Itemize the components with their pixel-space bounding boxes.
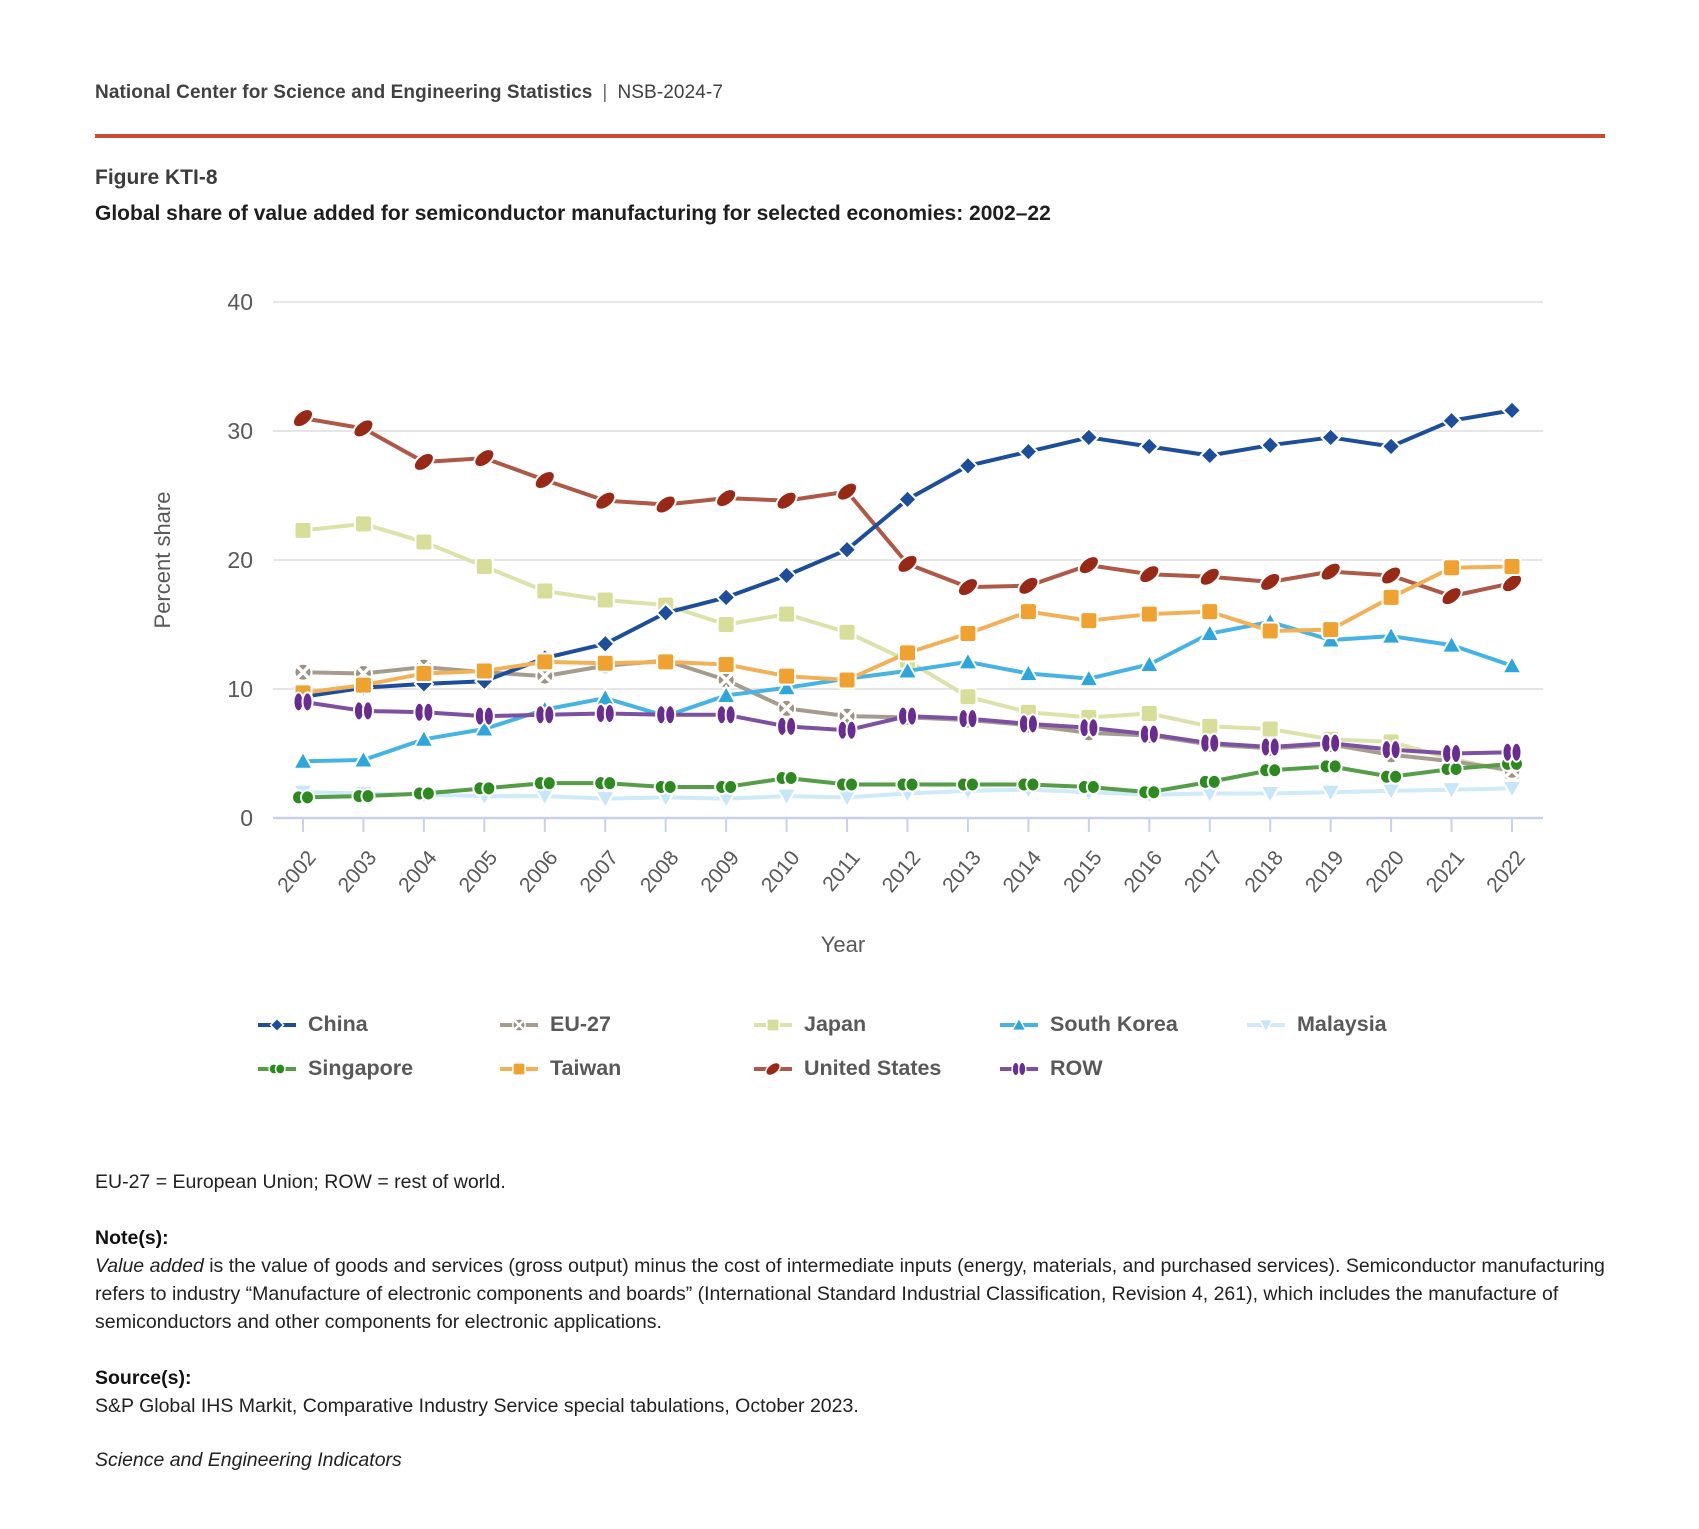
x-axis-title: Year xyxy=(821,932,865,957)
page-header: National Center for Science and Engineer… xyxy=(95,82,723,104)
x-tick-label: 2006 xyxy=(515,846,563,897)
legend-item-united-states: United States xyxy=(751,1056,941,1081)
united-states-legend-marker-icon xyxy=(754,1061,792,1076)
x-tick-label: 2019 xyxy=(1301,846,1349,897)
japan-legend-marker-icon xyxy=(754,1017,792,1032)
legend-item-eu-27: EU-27 xyxy=(497,1012,611,1037)
header-org: National Center for Science and Engineer… xyxy=(95,82,593,103)
south-korea-legend-marker-icon xyxy=(1000,1016,1038,1031)
legend-label: Taiwan xyxy=(550,1056,622,1080)
abbreviation-note: EU-27 = European Union; ROW = rest of wo… xyxy=(95,1171,506,1193)
y-tick-label: 10 xyxy=(227,676,253,702)
legend-label: South Korea xyxy=(1050,1012,1178,1036)
y-axis-title: Percent share xyxy=(150,492,175,629)
notes-label: Note(s): xyxy=(95,1227,169,1249)
legend-label: Singapore xyxy=(308,1056,414,1080)
header-report-id: NSB-2024-7 xyxy=(617,82,724,103)
singapore-legend-marker-icon xyxy=(258,1062,296,1075)
x-tick-label: 2014 xyxy=(999,846,1047,897)
taiwan-legend-marker-icon xyxy=(500,1061,538,1076)
x-tick-label: 2011 xyxy=(818,846,865,895)
x-tick-label: 2010 xyxy=(757,846,805,897)
x-tick-label: 2009 xyxy=(696,846,744,897)
legend-item-singapore: Singapore xyxy=(255,1056,413,1081)
legend-item-malaysia: Malaysia xyxy=(1244,1012,1387,1037)
y-tick-label: 30 xyxy=(227,418,253,444)
x-tick-label: 2016 xyxy=(1119,846,1167,897)
x-tick-label: 2004 xyxy=(394,846,442,897)
x-tick-label: 2012 xyxy=(878,846,926,897)
figure-label: Figure KTI-8 xyxy=(95,166,218,189)
x-tick-label: 2021 xyxy=(1422,846,1470,897)
x-tick-label: 2003 xyxy=(334,846,382,897)
legend-label: ROW xyxy=(1050,1056,1103,1080)
series-row xyxy=(292,691,1523,764)
legend-label: China xyxy=(308,1012,368,1036)
figure-title: Global share of value added for semicond… xyxy=(95,202,1051,225)
header-separator: | xyxy=(602,82,608,103)
eu-27-legend-marker-icon xyxy=(500,1017,538,1032)
legend-item-taiwan: Taiwan xyxy=(497,1056,621,1081)
source-label: Source(s): xyxy=(95,1367,192,1389)
notes-section: EU-27 = European Union; ROW = rest of wo… xyxy=(95,1168,1611,1502)
series-taiwan xyxy=(293,556,1522,703)
china-legend-marker-icon xyxy=(258,1017,296,1032)
x-tick-label: 2007 xyxy=(575,846,623,897)
x-tick-label: 2005 xyxy=(455,846,503,897)
malaysia-legend-marker-icon xyxy=(1247,1018,1285,1033)
legend-item-row: ROW xyxy=(997,1056,1103,1081)
note-italic-lead: Value added xyxy=(95,1255,204,1277)
y-tick-label: 20 xyxy=(227,547,253,573)
publication-name: Science and Engineering Indicators xyxy=(95,1449,402,1471)
x-tick-label: 2017 xyxy=(1180,846,1228,897)
legend-item-south-korea: South Korea xyxy=(997,1012,1178,1037)
legend-label: United States xyxy=(804,1056,942,1080)
legend-label: Malaysia xyxy=(1297,1012,1387,1036)
x-tick-label: 2002 xyxy=(273,846,321,897)
y-tick-label: 40 xyxy=(227,289,253,315)
x-tick-label: 2018 xyxy=(1240,846,1288,897)
row-legend-marker-icon xyxy=(1000,1060,1038,1077)
series-united-states xyxy=(291,408,1524,607)
source-text: S&P Global IHS Markit, Comparative Indus… xyxy=(95,1395,859,1417)
x-tick-label: 2013 xyxy=(938,846,986,897)
legend-label: EU-27 xyxy=(550,1012,611,1036)
x-tick-label: 2015 xyxy=(1059,846,1107,897)
note-body: is the value of goods and services (gros… xyxy=(95,1255,1605,1333)
y-tick-label: 0 xyxy=(240,805,253,831)
x-tick-label: 2008 xyxy=(636,846,684,897)
legend-item-japan: Japan xyxy=(751,1012,866,1037)
legend-label: Japan xyxy=(804,1012,867,1036)
x-tick-label: 2020 xyxy=(1361,846,1409,897)
legend-item-china: China xyxy=(255,1012,368,1037)
x-tick-label: 2022 xyxy=(1482,846,1530,897)
header-divider xyxy=(95,134,1605,138)
